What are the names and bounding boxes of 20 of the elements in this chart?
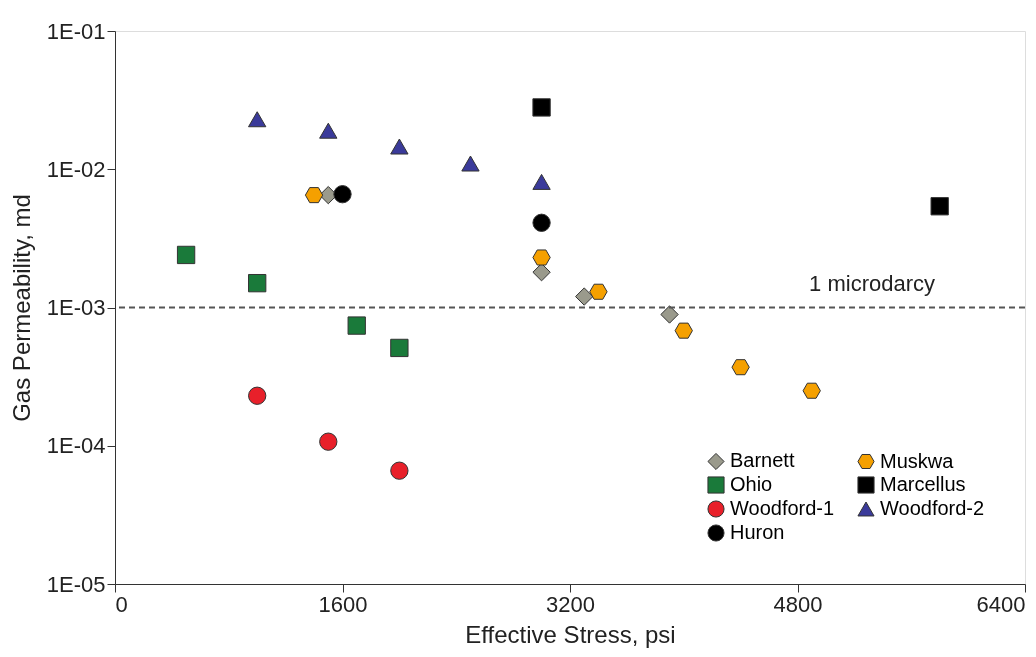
legend-label: Muskwa [880,449,955,472]
legend-label: Ohio [730,473,773,495]
x-tick-label: 1600 [318,591,368,617]
legend-label: Huron [730,521,785,543]
legend-label: Barnett [730,449,795,472]
ref-line-label: 1 microdarcy [809,270,935,296]
x-axis-title: Effective Stress, psi [465,620,676,648]
legend-label: Marcellus [880,473,966,495]
y-tick-label: 1E-05 [46,571,106,597]
y-tick-label: 1E-01 [46,18,106,44]
legend-label: Woodford-1 [730,497,835,519]
x-tick-label: 4800 [773,591,823,617]
y-axis-title: Gas Permeability, md [7,194,35,422]
y-tick-label: 1E-02 [46,156,106,182]
x-tick-label: 0 [115,591,128,617]
y-tick-label: 1E-03 [46,295,106,320]
legend-label: Woodford-2 [880,497,985,519]
x-tick-label: 6400 [976,591,1026,617]
y-tick-label: 1E-04 [46,433,106,459]
x-tick-label: 3200 [546,591,595,617]
